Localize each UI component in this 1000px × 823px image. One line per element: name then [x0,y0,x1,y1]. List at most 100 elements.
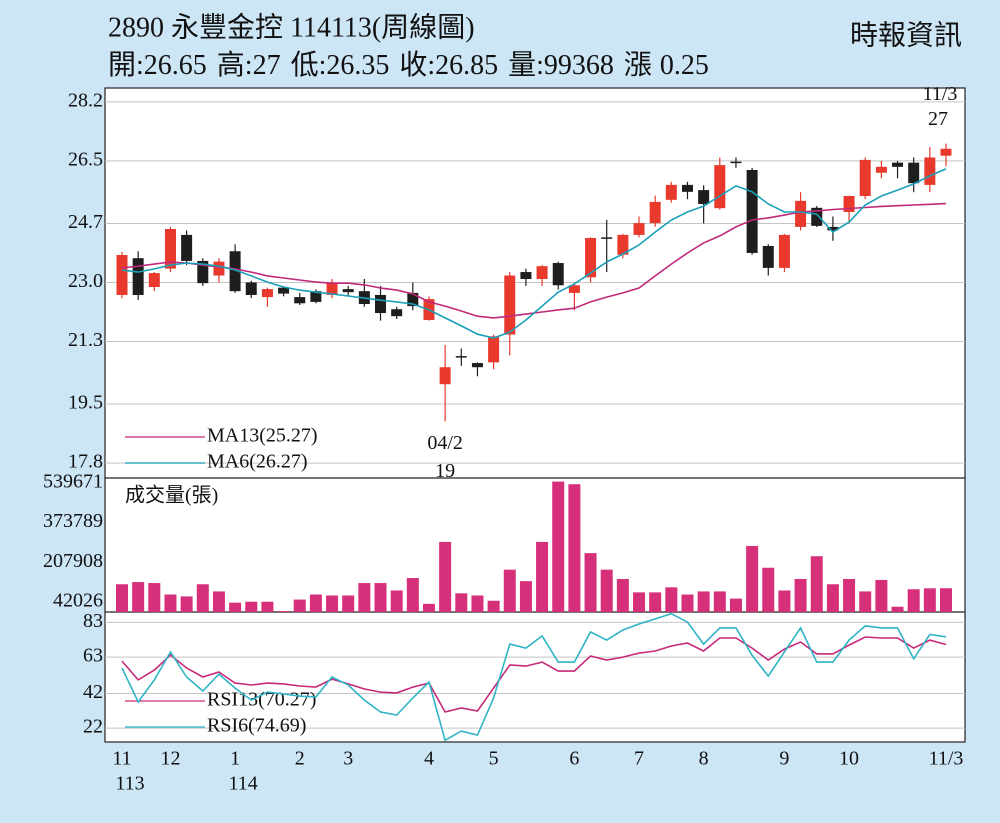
volume-bar [826,584,839,612]
candle-body [278,287,290,294]
candle-body [213,261,225,276]
candle-body [585,238,597,278]
chart-title: 2890 永豐金控 114113(周線圖) [108,11,475,43]
x-tick-label: 12 [160,748,180,770]
y-tick-label: 21.3 [68,329,103,351]
volume-bar [471,595,484,612]
candle-body [730,161,742,164]
volume-bar [665,587,678,612]
y-tick-label: 63 [83,645,103,667]
volume-bar [277,611,290,612]
volume-bar [487,600,500,612]
y-tick-label: 42 [83,681,103,703]
candle-body [681,184,693,192]
line-series [121,168,947,339]
y-tick-label: 42026 [53,590,103,612]
quote-label: 量: [508,50,544,81]
volume-bar [616,578,629,612]
candle-body [132,258,144,295]
annotation-value: 19 [435,460,455,482]
volume-bar [245,601,258,612]
plot-area [104,87,966,743]
volume-bar [422,603,435,612]
volume-bar [342,595,355,612]
volume-bar [843,578,856,612]
x-tick-label: 4 [424,748,434,770]
candle-body [294,297,306,304]
quote-row: 開:26.65 高:27 低:26.35 收:26.85 量:99368 漲 0.25 [108,49,709,81]
volume-bar [390,590,403,612]
volume-bar [374,583,387,612]
candle-body [375,294,387,314]
x-tick-year: 114 [228,773,257,795]
quote-value: 26.85 [435,50,498,81]
candle-body [197,260,209,284]
candle-body [924,157,936,185]
candle-body [633,223,645,235]
y-tick-label: 24.7 [68,211,103,233]
y-tick-label: 17.8 [68,451,103,473]
volume-bar [584,553,597,612]
candle-body [649,201,661,224]
legend-label: MA13(25.27) [207,425,318,447]
volume-bar [907,589,920,612]
candle-body [859,159,871,197]
volume-bar [891,606,904,612]
y-tick-label: 373789 [43,510,103,532]
candle-body [617,234,629,255]
quote-value: 27 [253,50,281,81]
volume-bar [633,592,646,612]
candle-body [326,283,338,295]
x-tick-label: 1 [230,748,240,770]
legend-label: RSI6(74.69) [207,715,306,737]
volume-bar [923,588,936,612]
x-tick-label: 11 [112,748,131,770]
x-tick-label: 11/3 [929,748,964,770]
candle-body [148,273,160,287]
candle-body [229,251,241,292]
y-tick-label: 22 [83,716,103,738]
quote-label: 收: [399,49,435,81]
candle-body [504,275,516,335]
volume-bar [649,592,662,612]
candle-body [164,228,176,269]
candle-body [261,289,273,298]
panel-title: 成交量(張) [125,484,218,507]
y-tick-label: 207908 [43,550,103,572]
y-tick-label: 28.2 [68,89,103,111]
volume-bar [116,584,128,612]
candle-body [407,292,419,307]
volume-bar [503,569,516,612]
volume-bar [309,594,322,612]
candle-body [488,336,500,363]
quote-value: 26.65 [144,50,207,81]
candle-body [245,282,257,295]
candle-body [714,165,726,209]
candle-body [940,148,952,156]
legend-label: MA6(26.27) [207,451,308,473]
volume-bar [778,590,791,612]
x-tick-label: 10 [839,748,859,770]
x-tick-label: 3 [343,748,353,770]
volume-bar [261,601,274,612]
candle-body [795,200,807,227]
candle-body [568,285,580,293]
annotation-value: 27 [928,108,948,130]
candle-body [552,263,564,286]
candle-body [455,356,467,358]
volume-bar [568,484,581,612]
y-tick-label: 26.5 [68,149,103,171]
x-tick-label: 9 [779,748,789,770]
x-tick-label: 2 [295,748,305,770]
y-tick-label: 83 [83,610,103,632]
y-tick-label: 19.5 [68,392,103,414]
volume-bar [358,583,371,612]
candle-body [827,226,839,231]
x-tick-year: 113 [115,773,144,795]
volume-bar [293,599,306,612]
volume-bar [180,596,193,612]
candle-body [536,266,548,280]
candle-body [391,309,403,317]
quote-label: 高: [217,49,253,81]
x-tick-label: 6 [569,748,579,770]
